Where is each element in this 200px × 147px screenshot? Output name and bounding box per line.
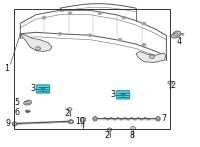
- Circle shape: [88, 34, 92, 37]
- Polygon shape: [24, 100, 32, 105]
- Text: 5: 5: [14, 98, 20, 107]
- Bar: [14, 9, 170, 129]
- Polygon shape: [171, 31, 181, 38]
- Ellipse shape: [12, 122, 17, 126]
- FancyBboxPatch shape: [36, 85, 50, 93]
- Text: 10: 10: [75, 117, 85, 126]
- Circle shape: [99, 12, 101, 14]
- Circle shape: [181, 33, 184, 35]
- Circle shape: [26, 110, 29, 112]
- Text: 3: 3: [30, 84, 36, 93]
- Text: 2: 2: [104, 131, 110, 141]
- Circle shape: [142, 43, 146, 46]
- Ellipse shape: [93, 117, 97, 121]
- Text: 6: 6: [14, 108, 20, 117]
- Circle shape: [122, 16, 126, 19]
- Ellipse shape: [156, 117, 160, 121]
- Polygon shape: [20, 34, 52, 51]
- Circle shape: [119, 39, 121, 40]
- Circle shape: [59, 33, 61, 35]
- Circle shape: [42, 16, 46, 19]
- Ellipse shape: [69, 120, 73, 124]
- Circle shape: [43, 17, 45, 18]
- Text: 1: 1: [5, 64, 10, 73]
- Circle shape: [58, 32, 62, 35]
- Circle shape: [89, 35, 91, 36]
- Circle shape: [121, 93, 125, 96]
- Text: 2: 2: [170, 81, 176, 91]
- Text: 7: 7: [161, 114, 167, 123]
- Text: 9: 9: [5, 119, 10, 128]
- Circle shape: [98, 12, 102, 15]
- Circle shape: [68, 12, 72, 15]
- Circle shape: [41, 88, 45, 90]
- Circle shape: [118, 38, 122, 41]
- Text: 4: 4: [177, 37, 182, 46]
- Circle shape: [142, 22, 146, 25]
- Text: 3: 3: [110, 90, 115, 99]
- Circle shape: [123, 17, 125, 18]
- Circle shape: [143, 44, 145, 46]
- FancyBboxPatch shape: [116, 91, 130, 99]
- Circle shape: [150, 55, 154, 58]
- Ellipse shape: [25, 110, 30, 112]
- Circle shape: [143, 23, 145, 24]
- Text: 8: 8: [130, 131, 134, 140]
- Text: 2: 2: [64, 109, 70, 118]
- Polygon shape: [136, 51, 166, 62]
- Circle shape: [36, 47, 40, 50]
- Circle shape: [69, 12, 71, 14]
